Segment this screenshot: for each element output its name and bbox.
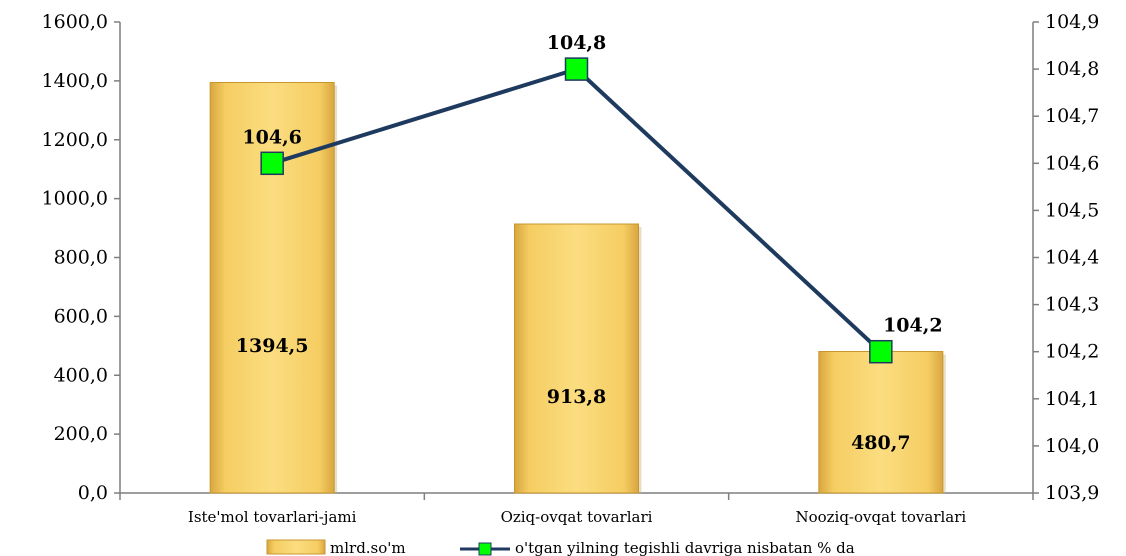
left-tick-label: 400,0 bbox=[54, 364, 108, 386]
right-tick-label: 104,3 bbox=[1045, 294, 1099, 316]
left-tick-label: 200,0 bbox=[54, 423, 108, 445]
left-tick-label: 600,0 bbox=[54, 305, 108, 327]
bar-series bbox=[209, 81, 946, 494]
right-tick-label: 104,5 bbox=[1045, 199, 1099, 221]
left-tick-label: 1400,0 bbox=[42, 70, 108, 92]
line-value-label: 104,8 bbox=[547, 32, 607, 54]
right-tick-label: 104,1 bbox=[1045, 388, 1099, 410]
right-tick-label: 103,9 bbox=[1045, 482, 1099, 504]
line-series bbox=[260, 57, 893, 364]
right-tick-label: 104,9 bbox=[1045, 11, 1099, 33]
bar bbox=[818, 350, 944, 494]
bar-value-label: 480,7 bbox=[851, 432, 911, 454]
line-value-label: 104,2 bbox=[883, 315, 943, 337]
legend-line-marker bbox=[478, 542, 492, 556]
right-tick-label: 104,8 bbox=[1045, 58, 1099, 80]
category-label: Oziq-ovqat tovarlari bbox=[501, 508, 653, 526]
legend-bar-swatch bbox=[266, 539, 326, 555]
axes: 0,0 200,0 400,0 600,0 800,0 1000,0 1200,0 1400,… bbox=[42, 11, 1100, 526]
right-tick-label: 104,4 bbox=[1045, 247, 1099, 269]
left-tick-label: 800,0 bbox=[54, 247, 108, 269]
line-marker bbox=[564, 57, 589, 81]
line-value-label: 104,6 bbox=[242, 126, 302, 148]
left-tick-label: 0,0 bbox=[78, 482, 108, 504]
right-tick-label: 104,6 bbox=[1045, 152, 1099, 174]
right-tick-label: 104,0 bbox=[1045, 435, 1099, 457]
legend: mlrd.so'm o'tgan yilning tegishli davriga… bbox=[266, 539, 855, 556]
left-tick-label: 1000,0 bbox=[42, 188, 108, 210]
bar bbox=[514, 223, 639, 494]
data-labels: 1394,5 913,8 480,7 104,6 104,8 104,2 bbox=[236, 32, 943, 454]
right-tick-label: 104,7 bbox=[1045, 105, 1099, 127]
left-tick-label: 1200,0 bbox=[42, 129, 108, 151]
bar-value-label: 913,8 bbox=[547, 386, 607, 408]
category-label: Nooziq-ovqat tovarlari bbox=[795, 508, 966, 526]
left-tick-label: 1600,0 bbox=[42, 11, 108, 33]
category-label: Iste'mol tovarlari-jami bbox=[188, 508, 357, 526]
legend-line-label: o'tgan yilning tegishli davriga nisbatan… bbox=[515, 539, 855, 556]
right-tick-label: 104,2 bbox=[1045, 341, 1099, 363]
legend-bar-label: mlrd.so'm bbox=[330, 539, 406, 556]
line-marker bbox=[869, 339, 893, 364]
line-marker bbox=[260, 151, 284, 176]
bar-value-label: 1394,5 bbox=[236, 335, 309, 357]
